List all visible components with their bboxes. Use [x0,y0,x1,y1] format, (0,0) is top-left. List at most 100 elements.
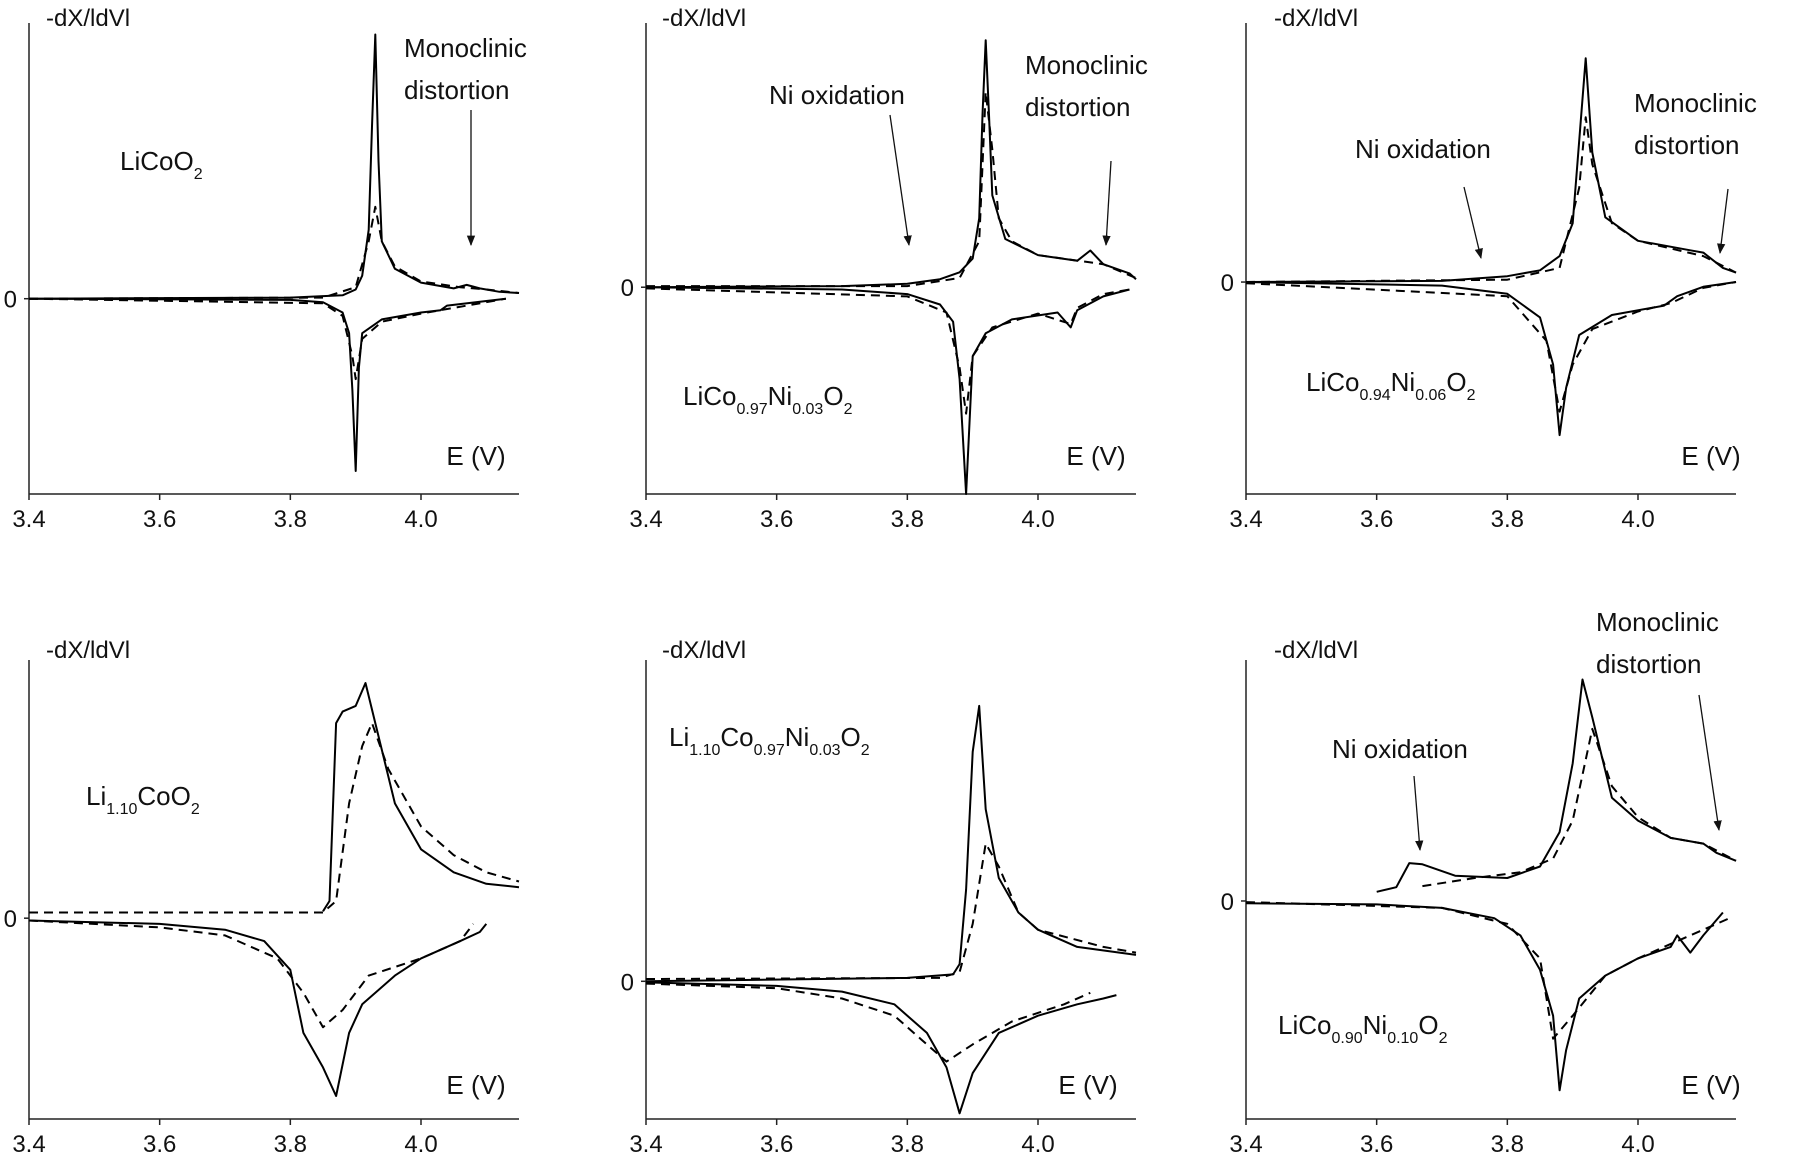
formula-part: O [823,381,843,411]
subscript: 0.90 [1331,1030,1362,1047]
curve [645,982,1091,1063]
x-tick-label: 3.4 [1229,1131,1262,1156]
formula-part: CoO [137,781,190,811]
subscript: 1.10 [689,742,720,759]
x-axis-label: E (V) [1066,441,1125,471]
subscript: 2 [1467,387,1476,404]
compound-label: LiCoO2 [120,146,203,183]
x-tick-label: 4.0 [1021,506,1054,533]
formula-part: Co [720,722,753,752]
formula-part: LiCo [1306,367,1359,397]
panel: 3.4 3.6 3.8 4.0 0 -dX/ldVl E (V) Li1.10CoO2 [4,637,520,1158]
y-axis-label: -dX/ldVl [662,5,746,32]
y-axis-label: -dX/ldVl [1274,637,1358,664]
annotation-arrow [1717,188,1729,255]
subscript: 0.97 [736,401,767,418]
x-tick-label: 3.8 [1491,506,1524,533]
curve [1245,281,1737,413]
x-tick-label: 3.6 [1360,1131,1393,1156]
curve [645,39,1137,289]
x-tick-label: 3.8 [1491,1131,1524,1156]
x-axis-label: E (V) [1681,1070,1740,1100]
x-tick-label: 3.4 [1229,506,1262,533]
annotation: distortion [404,75,510,105]
curve [28,205,520,300]
y-tick-label: 0 [621,969,634,996]
compound-label: LiCo0.97Ni0.03O2 [683,381,853,418]
panel: 3.4 3.6 3.8 4.0 0 -dX/ldVl E (V) LiCo0.90Ni0.10… [1221,607,1741,1158]
annotation: Monoclinic [1596,607,1719,637]
curve [646,90,1137,288]
formula-part: O [1446,367,1466,397]
x-tick-label: 3.4 [629,1131,662,1156]
curve [322,682,520,912]
formula-part: LiCo [1278,1010,1331,1040]
annotation: distortion [1596,649,1702,679]
subscript: 2 [1439,1030,1448,1047]
compound-label: Li1.10CoO2 [86,781,200,818]
compound-label: Li1.10Co0.97Ni0.03O2 [669,722,870,759]
x-tick-label: 3.8 [891,506,924,533]
y-tick-label: 0 [4,287,17,314]
y-tick-label: 0 [621,275,634,302]
y-tick-label: 0 [1221,270,1234,297]
curve [28,297,507,472]
formula-part: Ni [768,381,793,411]
subscript: 1.10 [106,801,137,818]
curve [29,722,520,914]
x-tick-label: 3.4 [12,506,45,533]
annotation: Monoclinic [404,33,527,63]
curve [1245,902,1724,1092]
curve [645,981,1117,1115]
x-tick-label: 3.8 [274,506,307,533]
annotation-arrow [1463,186,1483,260]
curve [28,297,507,381]
curve [1245,116,1737,283]
subscript: 0.03 [792,401,823,418]
formula-part: LiCoO [120,146,194,176]
curve [28,919,488,1097]
y-tick-label: 0 [1221,889,1234,916]
x-axis-label: E (V) [446,1070,505,1100]
annotation: Monoclinic [1025,50,1148,80]
annotation: distortion [1025,92,1131,122]
formula-part: Ni [1391,367,1416,397]
annotation-arrow [1413,775,1424,852]
compound-label: LiCo0.94Ni0.06O2 [1306,367,1476,404]
subscript: 0.03 [809,742,840,759]
curve [1422,727,1737,888]
formula-part: O [1418,1010,1438,1040]
subscript: 2 [844,401,853,418]
x-tick-label: 3.6 [760,1131,793,1156]
subscript: 2 [191,801,200,818]
curve [1245,901,1730,1040]
annotation-arrow [1698,694,1722,832]
curve [28,919,475,1029]
formula-part: Li [86,781,106,811]
annotation: distortion [1634,130,1740,160]
compound-label: LiCo0.90Ni0.10O2 [1278,1010,1448,1047]
subscript: 0.94 [1359,387,1390,404]
x-axis-label: E (V) [1058,1070,1117,1100]
y-tick-label: 0 [4,906,17,933]
annotation: Ni oxidation [1355,134,1491,164]
formula-part: Ni [1363,1010,1388,1040]
annotation: Ni oxidation [1332,734,1468,764]
formula-part: LiCo [683,381,736,411]
formula-part: Ni [785,722,810,752]
x-tick-label: 3.6 [760,506,793,533]
formula-part: Li [669,722,689,752]
annotation: Ni oxidation [769,80,905,110]
x-tick-label: 3.6 [143,506,176,533]
annotation: Monoclinic [1634,88,1757,118]
x-tick-label: 4.0 [404,506,437,533]
curve [1245,281,1737,437]
curve [1376,678,1737,893]
subscript: 0.10 [1387,1030,1418,1047]
curve [645,287,1130,415]
x-tick-label: 4.0 [1021,1131,1054,1156]
annotation-arrow [889,114,912,247]
y-axis-label: -dX/ldVl [662,637,746,664]
